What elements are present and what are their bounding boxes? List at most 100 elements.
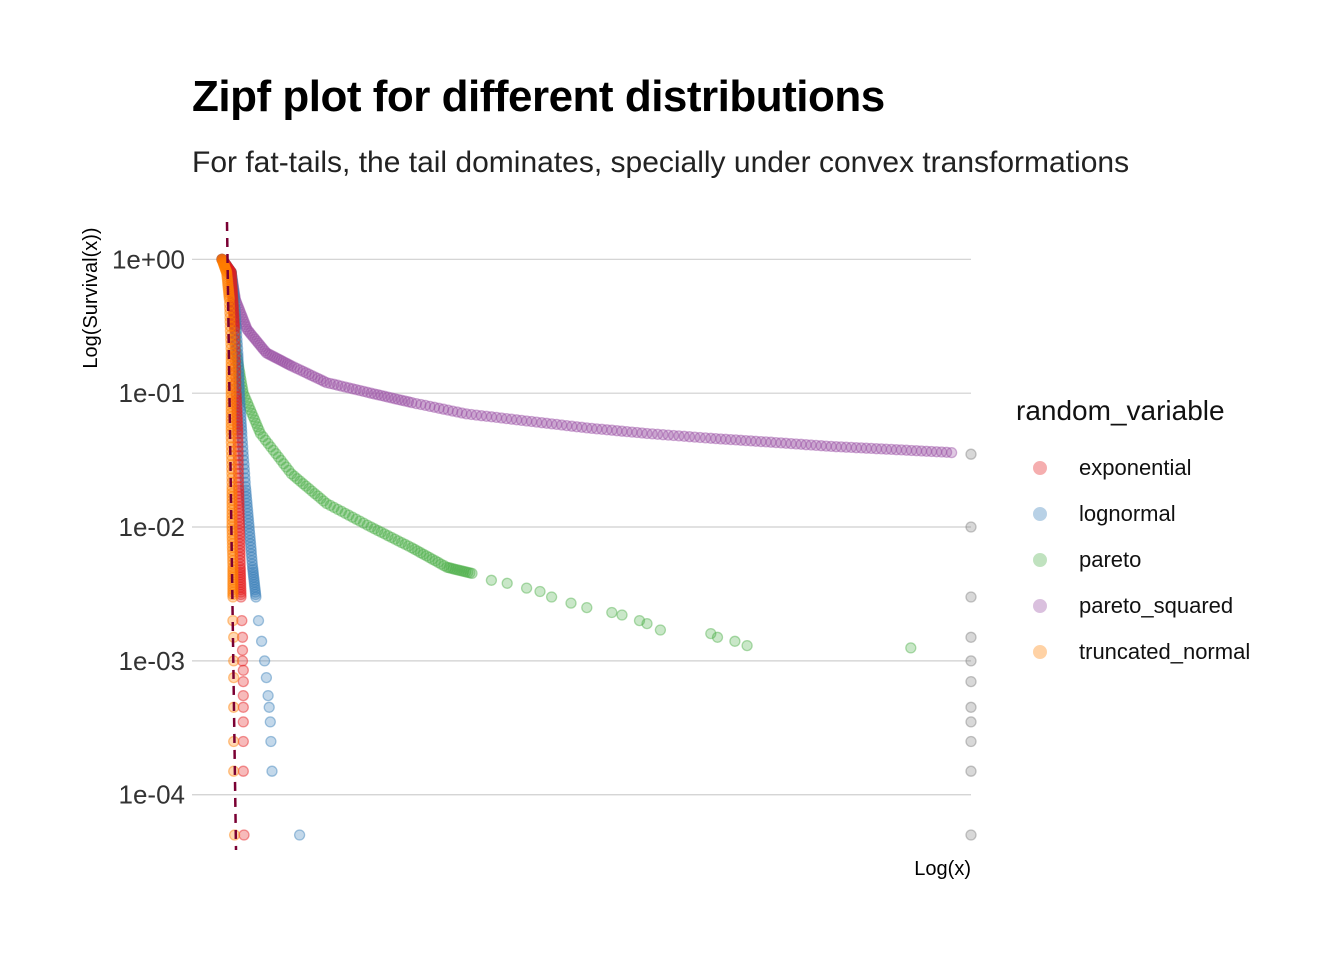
point-pareto	[280, 461, 292, 473]
point-pareto-squared	[576, 421, 588, 433]
point-pareto-squared	[324, 377, 336, 390]
point-lognormal	[236, 436, 249, 448]
point-clipped-points	[965, 591, 977, 603]
point-lognormal	[247, 569, 260, 581]
point-pareto-squared	[306, 369, 318, 382]
point-pareto-squared	[402, 396, 415, 408]
point-pareto-squared	[551, 418, 563, 431]
point-pareto-squared	[447, 405, 459, 417]
point-pareto-squared	[470, 409, 483, 421]
point-lognormal	[248, 578, 261, 591]
point-pareto	[711, 631, 724, 643]
point-pareto	[466, 567, 478, 580]
point-lognormal	[240, 484, 252, 496]
y-tick-label: 1e-02	[119, 512, 186, 542]
point-pareto-squared	[399, 395, 411, 407]
point-pareto-squared	[945, 446, 958, 459]
point-pareto-squared	[228, 287, 240, 299]
point-exponential	[234, 534, 246, 547]
point-pareto-squared	[247, 331, 260, 343]
point-pareto-squared	[694, 431, 706, 444]
point-exponential	[234, 544, 246, 557]
point-pareto	[257, 431, 269, 443]
point-pareto-squared	[581, 422, 593, 434]
point-pareto	[402, 540, 415, 552]
point-lognormal	[233, 380, 245, 393]
point-exponential	[227, 293, 239, 306]
point-pareto-squared	[800, 439, 812, 451]
point-pareto-squared	[683, 431, 696, 443]
point-pareto-squared	[375, 389, 387, 402]
point-pareto-squared	[601, 424, 613, 436]
point-pareto-squared	[283, 359, 295, 371]
point-pareto-squared	[915, 445, 928, 457]
chart-subtitle: For fat-tails, the tail dominates, speci…	[192, 146, 1130, 179]
point-lognormal	[235, 411, 247, 423]
point-pareto	[545, 591, 558, 603]
point-pareto-squared	[631, 426, 643, 439]
point-clipped-points	[965, 701, 977, 713]
point-clipped-points	[965, 521, 977, 533]
point-pareto-squared	[795, 438, 807, 450]
point-lognormal	[241, 504, 254, 516]
point-pareto-squared	[646, 428, 658, 440]
point-lognormal	[233, 387, 246, 399]
legend-items: exponential lognormal pareto pareto_squared…	[1016, 445, 1250, 675]
point-pareto-squared	[835, 441, 847, 453]
point-pareto-squared	[241, 323, 253, 335]
point-pareto-squared	[291, 362, 303, 375]
point-lognormal	[246, 561, 259, 573]
point-pareto-squared	[556, 419, 568, 431]
y-tick-label: 1e-04	[119, 780, 186, 810]
y-tick-labels: 1e+00 1e-01 1e-02 1e-03 1e-04	[112, 244, 185, 809]
point-exponential	[237, 664, 249, 676]
point-pareto-squared	[616, 425, 628, 437]
point-pareto-squared	[870, 443, 883, 455]
point-pareto	[229, 329, 242, 341]
y-gridlines	[192, 258, 971, 796]
point-pareto-squared	[242, 325, 255, 337]
point-pareto	[303, 482, 315, 495]
point-lognormal	[230, 325, 243, 337]
point-exponential	[235, 578, 247, 591]
point-lognormal	[232, 350, 244, 362]
point-lognormal	[241, 501, 253, 513]
point-pareto	[230, 342, 242, 355]
point-pareto-squared	[294, 364, 306, 376]
point-lognormal	[245, 541, 257, 553]
point-pareto-squared	[300, 367, 312, 379]
point-pareto-squared	[705, 432, 717, 444]
point-exponential	[234, 554, 246, 567]
point-pareto	[705, 627, 717, 640]
point-clipped-points	[965, 735, 977, 748]
point-pareto-squared	[850, 442, 862, 454]
point-pareto-squared	[277, 355, 289, 368]
point-pareto-squared	[596, 423, 608, 435]
point-pareto-squared	[500, 412, 513, 425]
point-pareto	[231, 353, 244, 366]
point-exponential	[233, 524, 246, 537]
point-pareto	[250, 417, 262, 430]
point-pareto-squared	[266, 350, 279, 362]
point-pareto	[462, 566, 474, 579]
point-exponential	[232, 427, 244, 440]
point-exponential	[226, 275, 238, 288]
point-lognormal	[232, 360, 245, 372]
point-exponential	[234, 574, 247, 586]
point-lognormal	[230, 316, 242, 328]
point-pareto-squared	[689, 431, 701, 443]
point-pareto	[443, 562, 455, 574]
point-exponential	[231, 421, 244, 433]
point-pareto	[501, 577, 513, 589]
point-pareto-squared	[505, 413, 518, 425]
point-lognormal	[265, 735, 277, 748]
point-pareto-squared	[735, 434, 747, 446]
point-clipped-points	[965, 829, 977, 841]
point-pareto-squared	[269, 351, 281, 363]
point-lognormal	[226, 273, 238, 285]
point-lognormal	[232, 357, 244, 369]
legend-label: pareto_squared	[1079, 593, 1234, 618]
point-pareto-squared	[354, 384, 366, 397]
point-pareto	[346, 511, 359, 523]
point-clipped-points	[965, 631, 977, 643]
